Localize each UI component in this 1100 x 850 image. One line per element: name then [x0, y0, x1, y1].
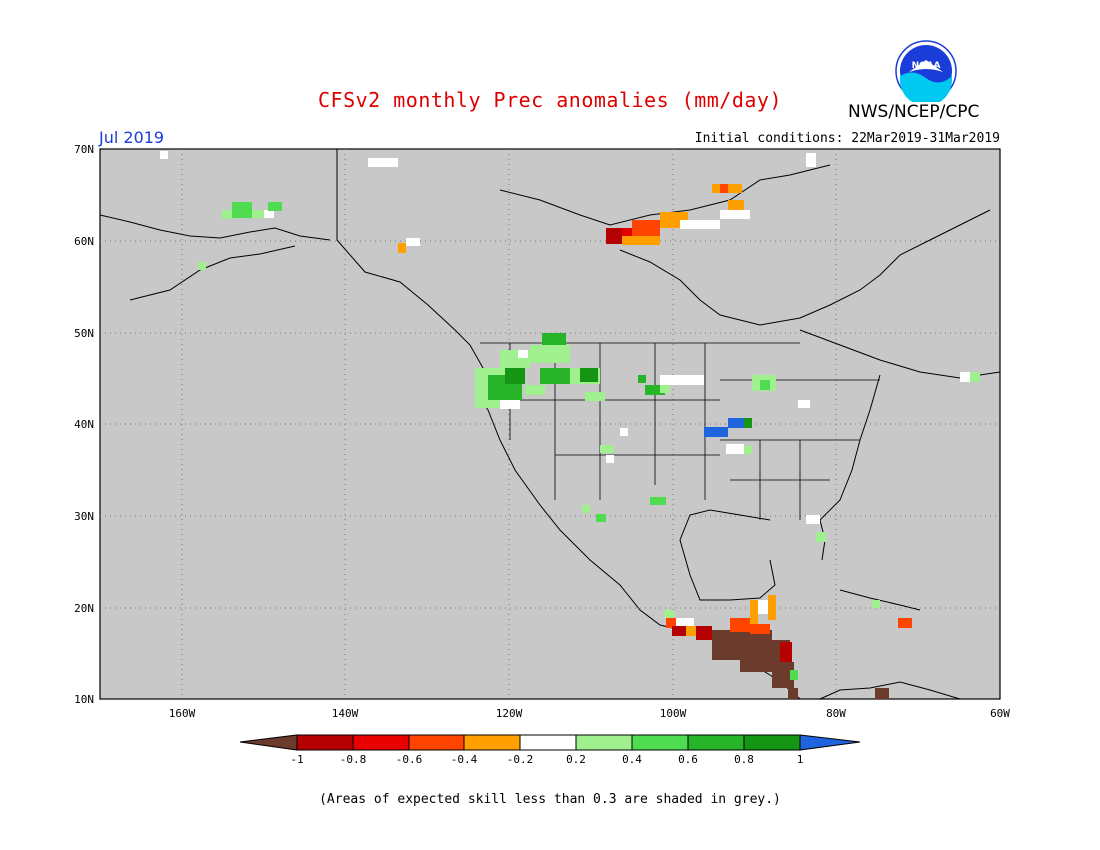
colorbar-label: -0.4 — [451, 753, 478, 766]
colorbar-cell-2 — [352, 734, 410, 751]
agency-label: NWS/NCEP/CPC — [848, 102, 980, 122]
colorbar-cell-6 — [575, 734, 633, 751]
lon-label-140w: 140W — [332, 707, 359, 720]
colorbar-cell-8 — [687, 734, 745, 751]
lon-label-80w: 80W — [826, 707, 846, 720]
colorbar-label: -0.8 — [340, 753, 367, 766]
noaa-logo-icon: NOAA — [895, 40, 957, 102]
colorbar-cell-0 — [239, 734, 298, 751]
anomaly-cells — [160, 151, 980, 699]
colorbar-cell-3 — [408, 734, 465, 751]
lon-label-100w: 100W — [660, 707, 687, 720]
colorbar-cell-5 — [519, 734, 577, 751]
lat-label-10: 10N — [74, 693, 94, 706]
colorbar-label: -0.6 — [396, 753, 423, 766]
colorbar-label: -1 — [290, 753, 303, 766]
colorbar-cell-10 — [799, 734, 861, 751]
forecast-month: Jul 2019 — [99, 128, 165, 147]
lat-label-30: 30N — [74, 510, 94, 523]
colorbar-label: 0.6 — [678, 753, 698, 766]
colorbar — [239, 734, 861, 751]
colorbar-cell-7 — [631, 734, 689, 751]
colorbar-cell-9 — [743, 734, 801, 751]
colorbar-label: 1 — [797, 753, 804, 766]
colorbar-cell-1 — [296, 734, 354, 751]
lon-label-160w: 160W — [169, 707, 196, 720]
chart-title: CFSv2 monthly Prec anomalies (mm/day) — [317, 88, 783, 112]
map-gridlines — [100, 149, 1000, 699]
colorbar-labels: -1 -0.8 -0.6 -0.4 -0.2 0.2 0.4 0.6 0.8 1 — [290, 753, 803, 766]
lon-label-60w: 60W — [990, 707, 1010, 720]
colorbar-label: 0.8 — [734, 753, 754, 766]
lat-labels: 70N 60N 50N 40N 30N 20N 10N — [74, 143, 94, 706]
lat-label-60: 60N — [74, 235, 94, 248]
footnote: (Areas of expected skill less than 0.3 a… — [319, 792, 781, 807]
colorbar-label: 0.4 — [622, 753, 642, 766]
lon-labels: 160W 140W 120W 100W 80W 60W — [169, 707, 1011, 720]
lon-label-120w: 120W — [496, 707, 523, 720]
lat-label-20: 20N — [74, 602, 94, 615]
initial-conditions: Initial conditions: 22Mar2019-31Mar2019 — [694, 131, 1000, 146]
lat-label-50: 50N — [74, 327, 94, 340]
logo-text: NOAA — [912, 61, 941, 71]
lat-label-70: 70N — [74, 143, 94, 156]
colorbar-label: 0.2 — [566, 753, 586, 766]
lat-label-40: 40N — [74, 418, 94, 431]
colorbar-cell-4 — [463, 734, 521, 751]
colorbar-label: -0.2 — [507, 753, 534, 766]
